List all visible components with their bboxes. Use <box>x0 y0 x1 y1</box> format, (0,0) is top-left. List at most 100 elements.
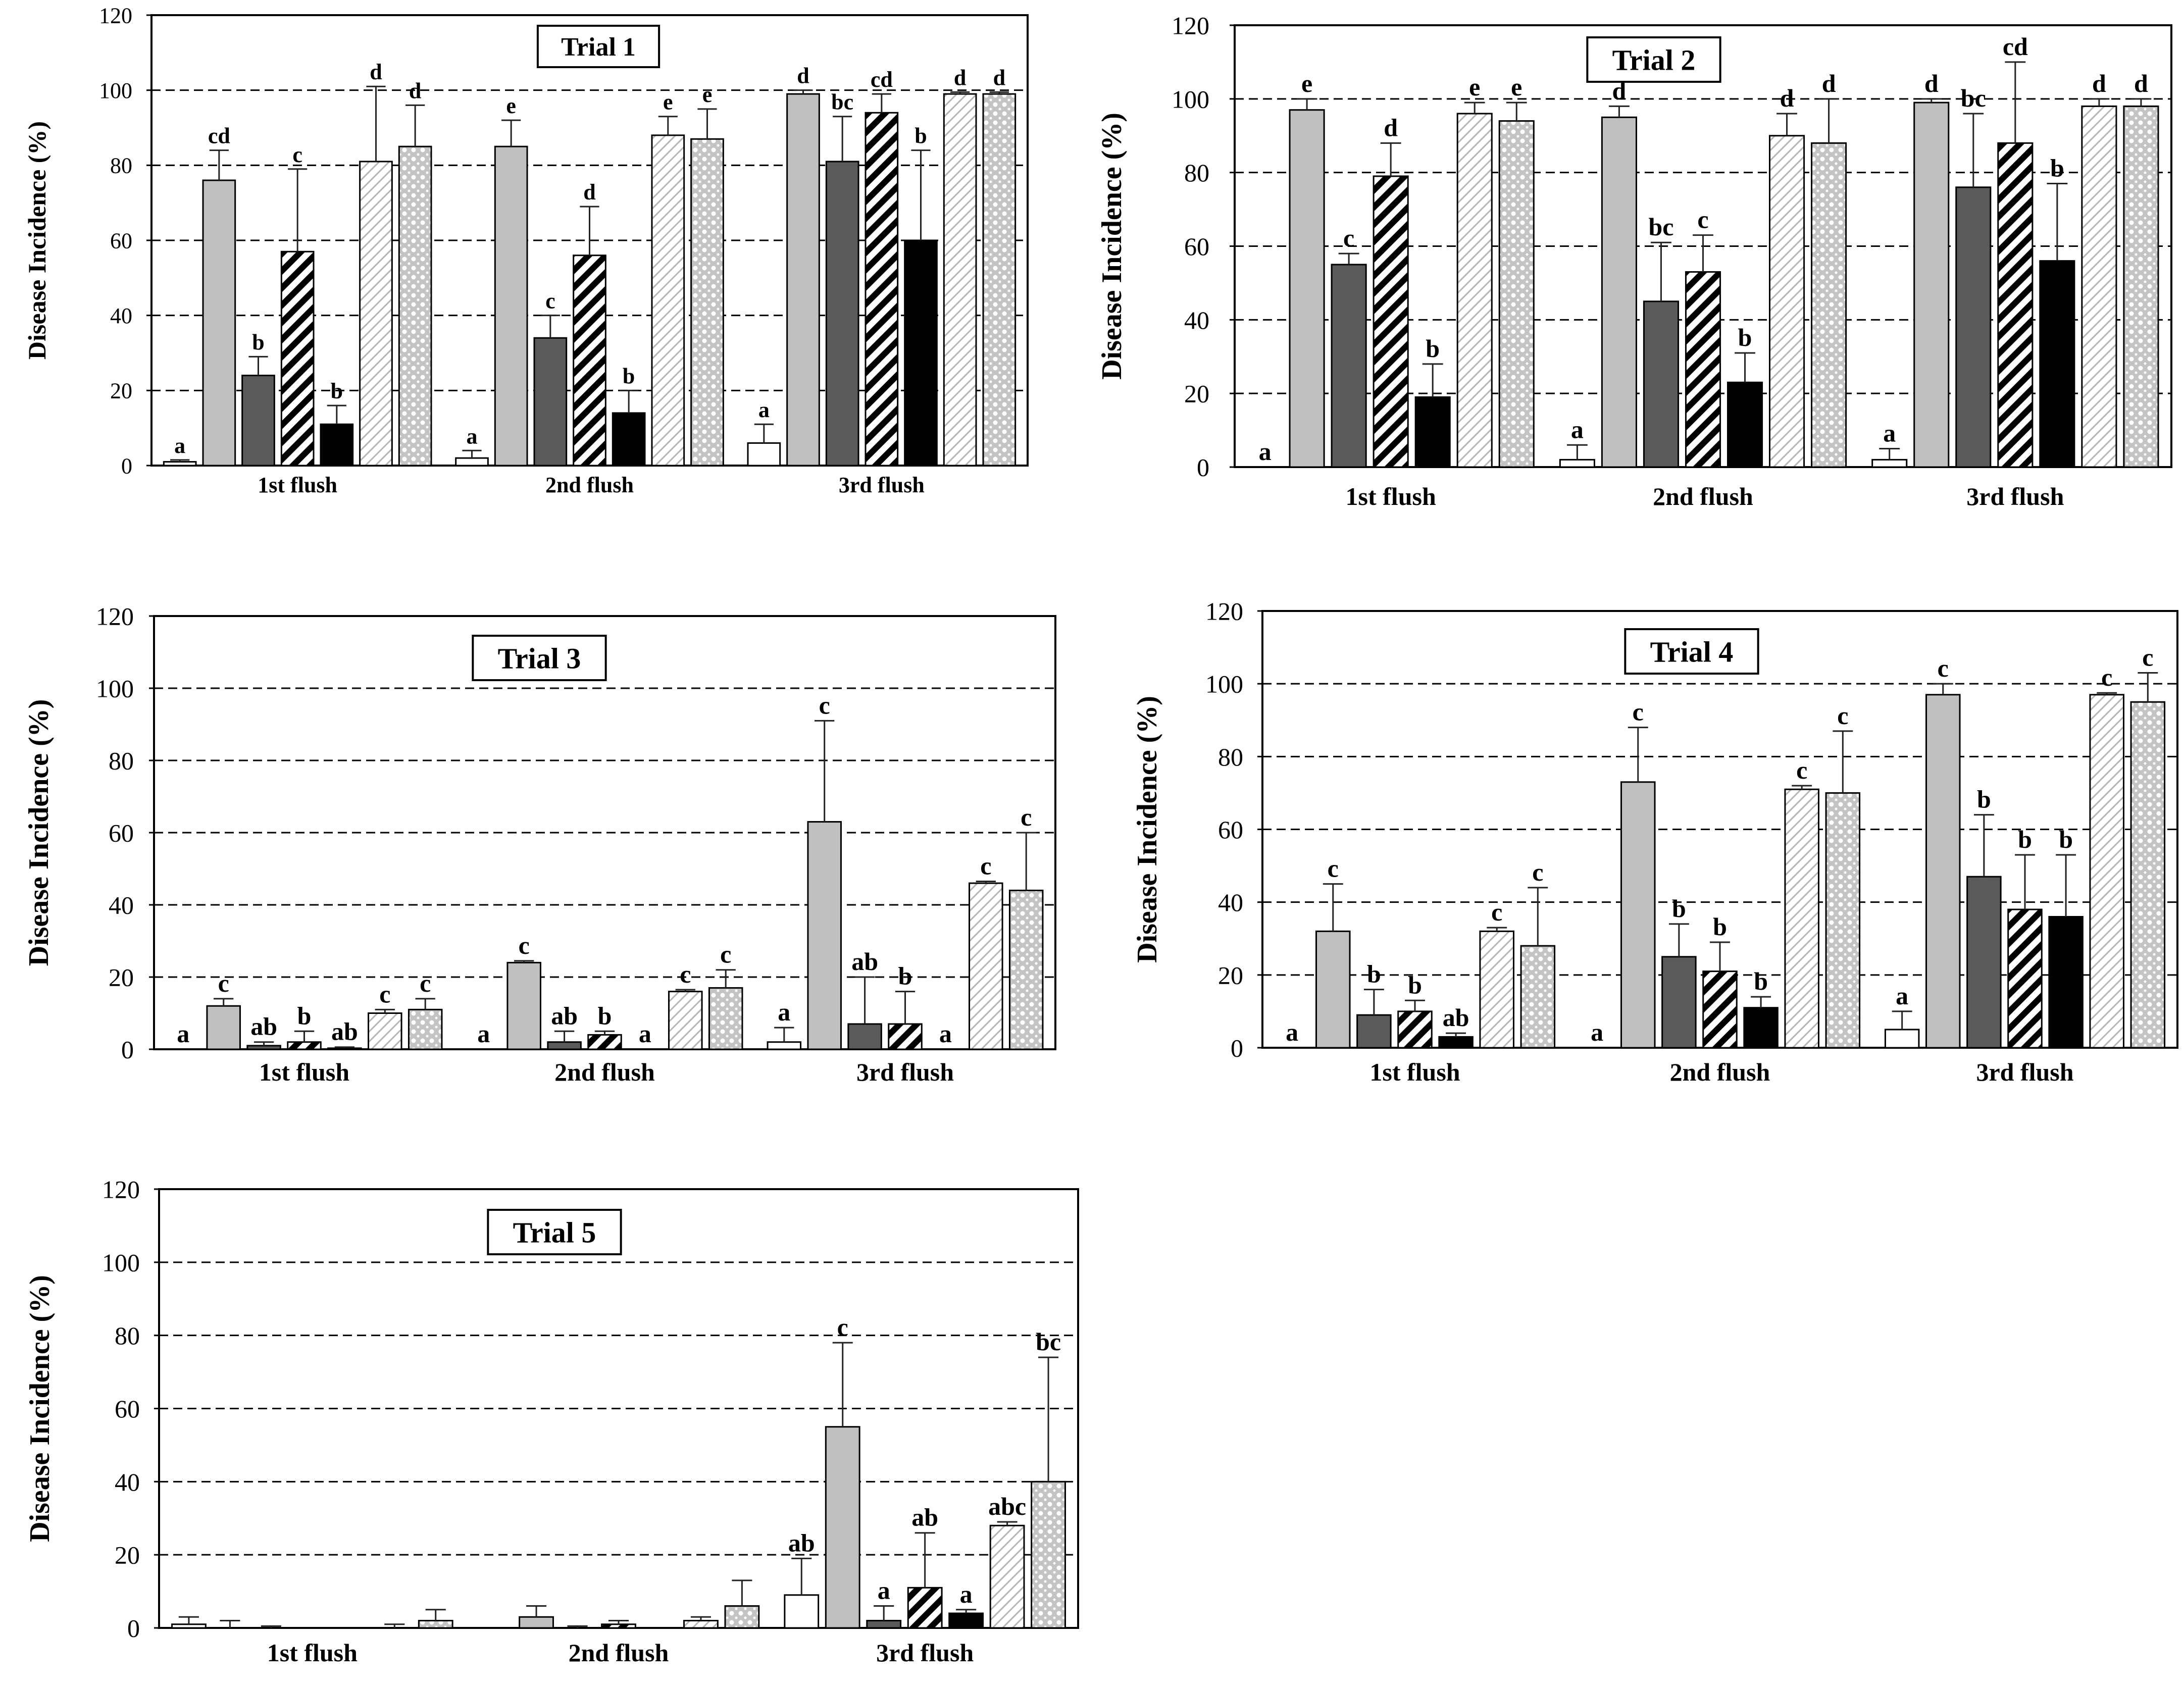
significance-letter: c <box>1837 701 1848 730</box>
chart-title-box <box>1586 36 1721 83</box>
chart-title: Trial 3 <box>498 642 581 675</box>
bar <box>1726 381 1763 468</box>
significance-letter: a <box>878 1576 890 1605</box>
significance-letter: c <box>1021 803 1032 831</box>
significance-letter: c <box>2101 663 2112 691</box>
bar <box>1331 264 1367 468</box>
significance-letter: d <box>954 65 966 90</box>
y-axis-label: Disease Incidence (%) <box>1132 696 1163 963</box>
bar <box>163 461 197 467</box>
category-label: 3rd flush <box>839 473 925 497</box>
significance-letter: c <box>519 931 530 959</box>
bar <box>320 423 354 467</box>
bar <box>1825 792 1861 1049</box>
chart-panel-trial-2: 0 20 40 60 80 100 120 Disease Incidence (%) 1st … <box>1096 12 2172 510</box>
bar <box>786 93 820 467</box>
y-tick-label: 60 <box>1184 232 1209 261</box>
significance-letter: b <box>598 1001 612 1030</box>
significance-letter: c <box>292 142 302 167</box>
significance-letter: d <box>370 60 382 84</box>
significance-letter: d <box>583 180 595 205</box>
significance-letter: c <box>420 969 431 997</box>
significance-letter: a <box>174 433 185 458</box>
significance-letter: c <box>1633 698 1644 726</box>
category-label: 1st flush <box>267 1639 358 1667</box>
bar <box>1397 1010 1433 1049</box>
bar <box>1784 788 1819 1049</box>
bar <box>907 1587 943 1629</box>
significance-letter: d <box>2134 69 2148 97</box>
y-tick-label: 100 <box>96 675 134 703</box>
bar <box>1955 186 1992 468</box>
category-label: 1st flush <box>259 1058 349 1086</box>
y-axis-label: Disease Incidence (%) <box>23 121 51 360</box>
category-label: 2nd flush <box>545 473 634 497</box>
bar <box>807 821 842 1050</box>
bar <box>587 1034 622 1050</box>
y-tick-label: 120 <box>96 602 134 631</box>
significance-letter: a <box>758 397 770 422</box>
bar <box>2123 105 2159 468</box>
bar <box>1373 175 1409 468</box>
bar <box>1356 1014 1392 1049</box>
significance-letter: b <box>1426 334 1440 363</box>
significance-letter: b <box>2059 825 2073 853</box>
significance-letter: a <box>1883 419 1896 447</box>
bar <box>2089 694 2124 1049</box>
bar <box>668 991 703 1050</box>
bar <box>1997 142 2034 468</box>
category-label: 2nd flush <box>554 1058 655 1086</box>
significance-letter: b <box>1754 967 1768 995</box>
bar <box>1685 271 1721 468</box>
significance-letter: d <box>993 65 1005 90</box>
significance-letter: c <box>1697 206 1708 234</box>
bar <box>1601 116 1637 468</box>
bar <box>1456 113 1493 468</box>
y-tick-label: 0 <box>121 1036 134 1064</box>
significance-letter: d <box>1924 69 1939 97</box>
bar <box>612 412 646 467</box>
significance-letter: a <box>939 1019 952 1048</box>
significance-letter: b <box>1408 970 1422 999</box>
category-label: 3rd flush <box>856 1058 954 1086</box>
bar <box>866 1620 902 1629</box>
y-axis-label: Disease Incidence (%) <box>24 1275 56 1542</box>
y-tick-label: 40 <box>1218 888 1243 916</box>
bar <box>327 1047 362 1050</box>
bar <box>1769 135 1805 468</box>
bar <box>888 1023 923 1050</box>
bar <box>359 161 393 467</box>
category-label: 2nd flush <box>569 1639 669 1667</box>
bar <box>982 93 1017 467</box>
significance-letter: c <box>1328 854 1339 883</box>
y-tick-label: 120 <box>1205 597 1243 626</box>
significance-letter: cd <box>2003 32 2028 61</box>
bar <box>455 457 489 467</box>
bar <box>683 1620 719 1629</box>
significance-letter: d <box>797 64 809 88</box>
category-label: 1st flush <box>258 473 337 497</box>
bar <box>506 961 541 1050</box>
y-tick-label: 20 <box>109 963 134 992</box>
bar <box>1559 458 1595 468</box>
bar <box>1966 876 2002 1049</box>
significance-letter: bc <box>831 90 853 115</box>
y-tick-label: 40 <box>115 1468 140 1496</box>
chart-title-box <box>472 635 607 681</box>
y-tick-label: 0 <box>121 453 132 478</box>
significance-letter: c <box>1796 756 1807 784</box>
bar <box>767 1041 802 1050</box>
y-tick-label: 40 <box>109 891 134 919</box>
significance-letter: bc <box>1036 1327 1061 1356</box>
bar <box>1414 396 1451 468</box>
significance-letter: b <box>1672 894 1686 923</box>
y-tick-label: 60 <box>115 1395 140 1423</box>
bar <box>1913 101 1950 468</box>
y-tick-label: 20 <box>1218 961 1243 989</box>
chart-title: Trial 2 <box>1612 43 1696 76</box>
bar <box>747 442 781 467</box>
bar <box>784 1594 820 1629</box>
y-tick-label: 100 <box>1205 670 1243 698</box>
chart-title: Trial 1 <box>561 33 636 62</box>
